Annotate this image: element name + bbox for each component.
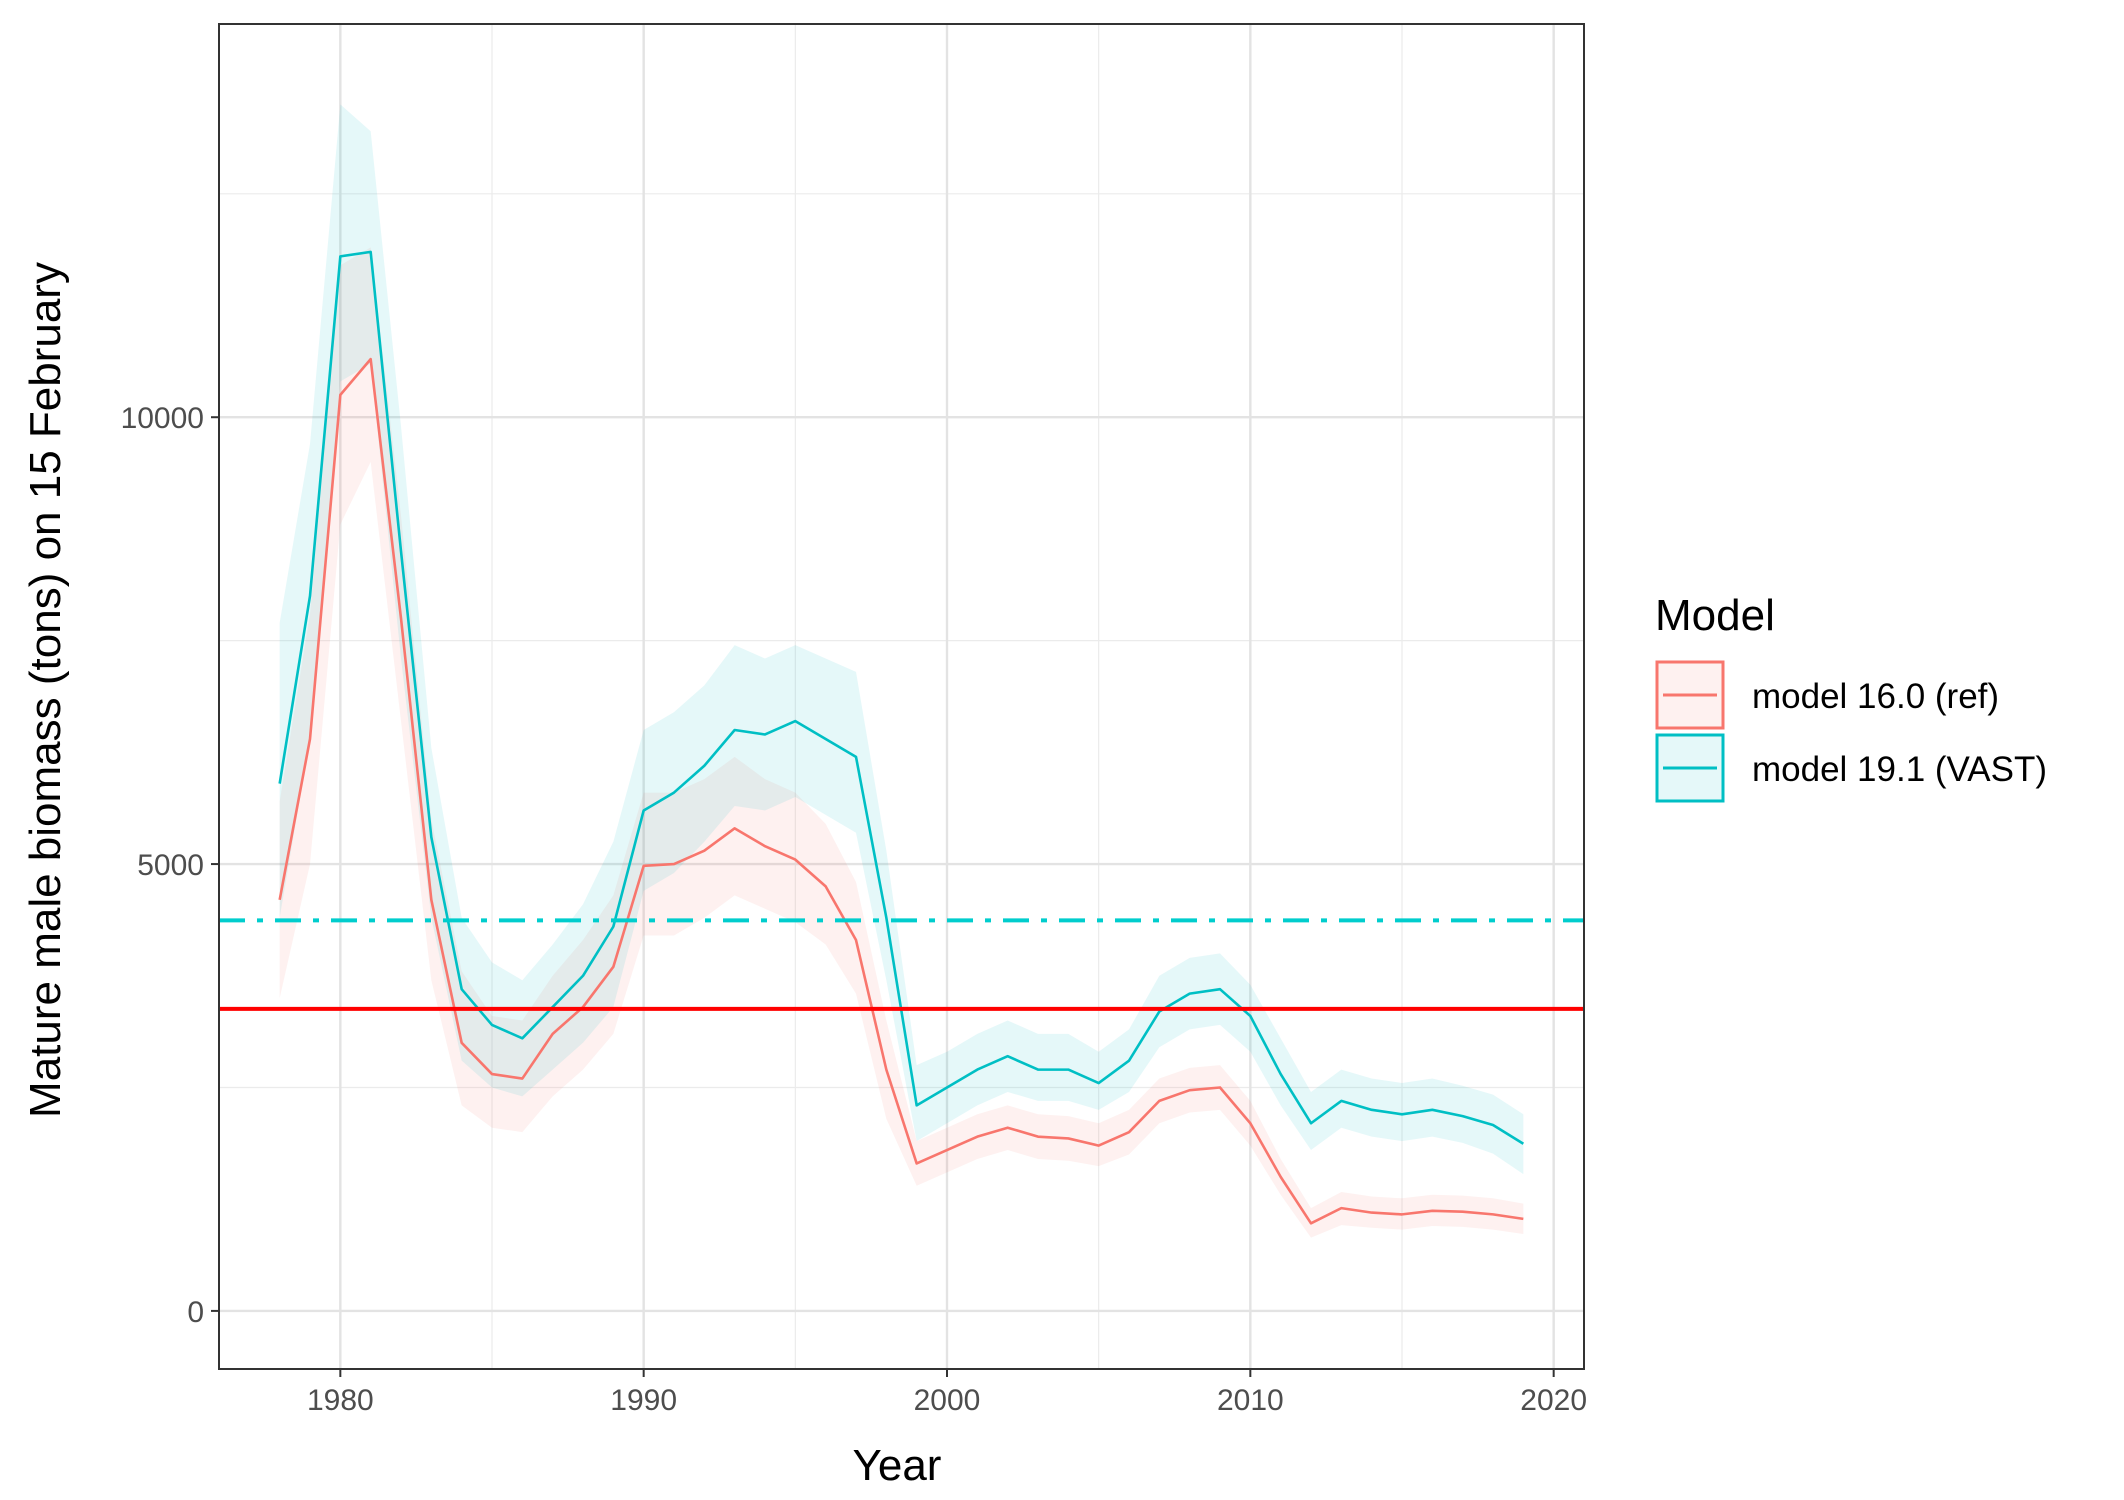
legend-item-model-16: model 16.0 (ref) bbox=[1655, 660, 1999, 730]
ribbon-model-19-1-vast bbox=[279, 104, 1524, 1175]
x-tick-label-2000: 2000 bbox=[914, 1384, 981, 1417]
legend: Model model 16.0 (ref) model 19.1 (VAST) bbox=[1655, 591, 2047, 803]
x-tick-label-1990: 1990 bbox=[610, 1384, 677, 1417]
legend-item-model-19: model 19.1 (VAST) bbox=[1655, 733, 2047, 803]
plot-panel-border bbox=[218, 23, 1585, 1370]
x-tick-label-1980: 1980 bbox=[307, 1384, 374, 1417]
legend-label-model-19: model 19.1 (VAST) bbox=[1752, 750, 2047, 789]
confidence-ribbons bbox=[279, 104, 1524, 1238]
legend-title: Model bbox=[1655, 591, 1775, 640]
grid-lines bbox=[219, 24, 1584, 1369]
series-line-model-19-1-vast bbox=[278, 250, 1525, 1145]
y-tick-label-5000: 5000 bbox=[137, 849, 204, 882]
reference-lines bbox=[219, 918, 1584, 1011]
series-line-model-16-0-ref bbox=[278, 357, 1524, 1225]
series-lines bbox=[278, 250, 1525, 1225]
legend-label-model-16: model 16.0 (ref) bbox=[1752, 677, 1999, 716]
y-axis-title: Mature male biomass (tons) on 15 Februar… bbox=[21, 262, 70, 1118]
axis-ticks: 1980 1990 2000 2010 2020 0 5000 10000 bbox=[121, 402, 1587, 1417]
y-tick-label-0: 0 bbox=[187, 1296, 204, 1329]
x-tick-label-2010: 2010 bbox=[1217, 1384, 1284, 1417]
x-tick-label-2020: 2020 bbox=[1520, 1384, 1587, 1417]
x-axis-title: Year bbox=[853, 1441, 942, 1490]
ribbon-model-16-0-ref bbox=[279, 247, 1524, 1238]
y-tick-label-10000: 10000 bbox=[121, 402, 204, 435]
